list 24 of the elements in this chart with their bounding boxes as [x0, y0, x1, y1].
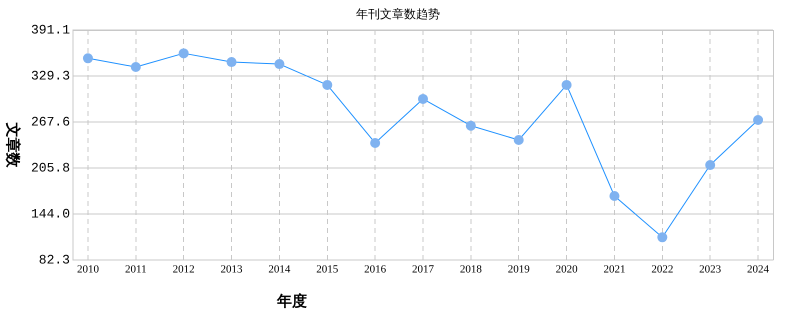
x-tick-label: 2012 — [172, 263, 195, 276]
x-tick-label: 2014 — [268, 263, 291, 276]
y-tick-label: 267.6 — [30, 114, 70, 130]
x-tick-label: 2021 — [603, 263, 626, 276]
y-tick-label: 82.3 — [38, 252, 70, 268]
chart-title: 年刊文章数趋势 — [356, 7, 440, 22]
x-tick-label: 2018 — [460, 263, 482, 276]
x-tick-label: 2020 — [556, 263, 578, 276]
x-tick-label: 2015 — [316, 263, 339, 276]
x-tick-label: 2017 — [412, 263, 434, 276]
y-tick-label: 391.1 — [30, 22, 70, 38]
y-tick-label: 205.8 — [30, 160, 70, 176]
x-tick-label: 2023 — [699, 263, 722, 276]
y-tick-label: 329.3 — [30, 68, 70, 84]
x-tick-label: 2010 — [76, 263, 100, 276]
y-tick-label: 144.0 — [30, 206, 70, 222]
x-tick-label: 2013 — [220, 263, 244, 276]
x-axis-title: 年度 — [276, 292, 307, 310]
x-tick-label: 2019 — [508, 263, 530, 276]
x-tick-label: 2022 — [651, 263, 674, 276]
x-tick-label: 2011 — [125, 263, 147, 276]
x-tick-label: 2016 — [364, 263, 387, 276]
x-tick-label: 2024 — [747, 263, 770, 276]
y-axis-title: 文章数 — [4, 122, 22, 168]
